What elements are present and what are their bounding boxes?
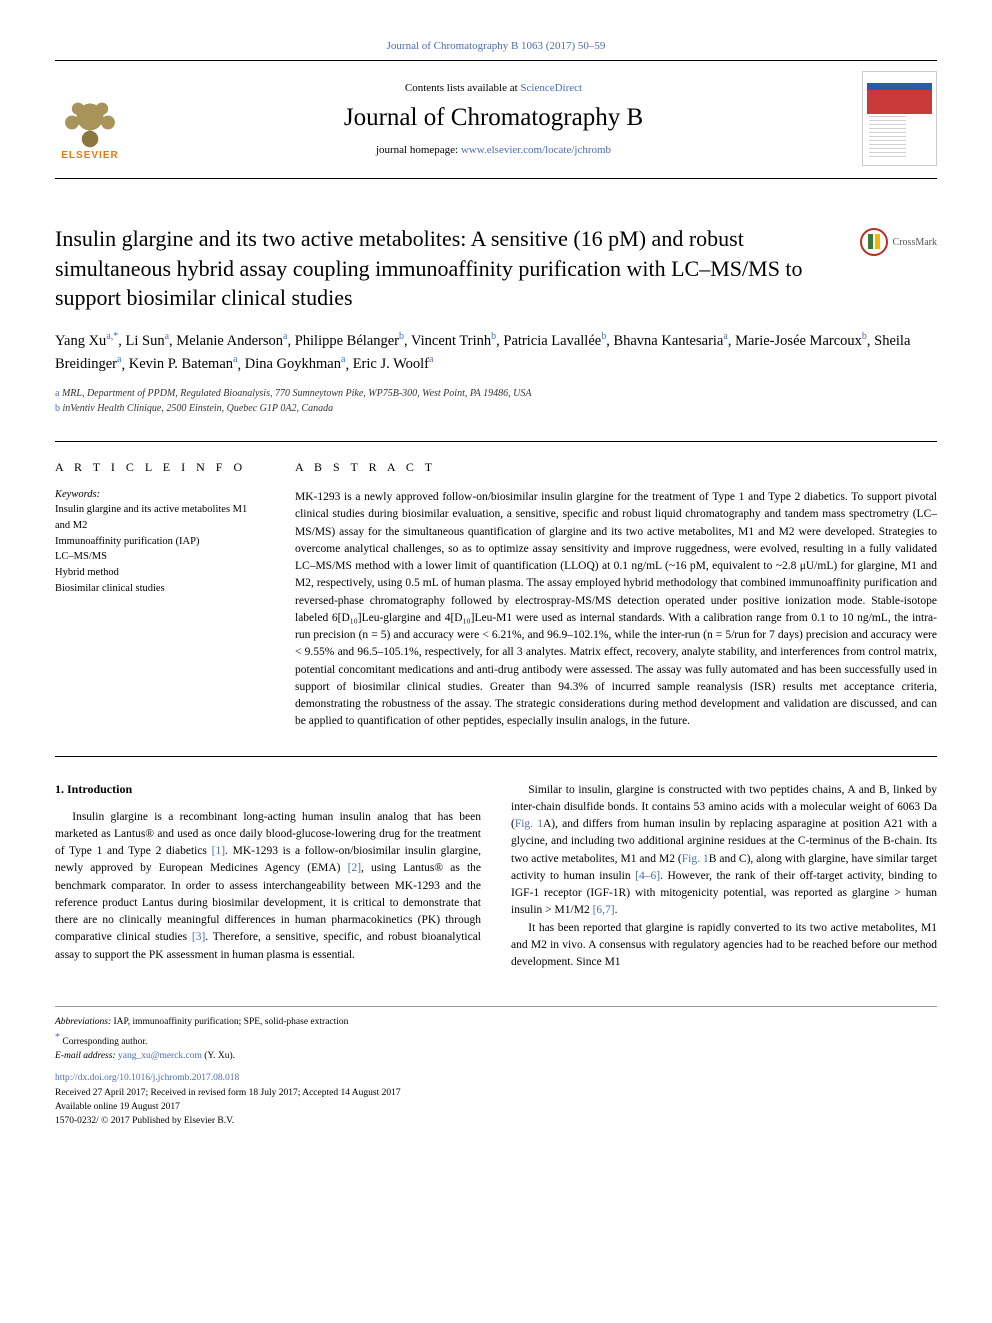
affiliation: b inVentiv Health Clinique, 2500 Einstei…: [55, 401, 937, 416]
author-affiliation-mark: a,*: [106, 331, 118, 342]
journal-reference: Journal of Chromatography B 1063 (2017) …: [55, 40, 937, 52]
email-suffix: (Y. Xu).: [202, 1051, 235, 1061]
homepage-link[interactable]: www.elsevier.com/locate/jchromb: [461, 144, 611, 156]
keyword: Hybrid method: [55, 565, 255, 581]
affiliations: a MRL, Department of PPDM, Regulated Bio…: [55, 386, 937, 416]
author-affiliation-mark: a: [429, 355, 433, 366]
body-paragraph: It has been reported that glargine is ra…: [511, 920, 937, 972]
section-heading-intro: 1. Introduction: [55, 782, 481, 797]
author: Eric J. Woolfa: [353, 356, 434, 372]
homepage-line: journal homepage: www.elsevier.com/locat…: [145, 144, 842, 156]
article-title: Insulin glargine and its two active meta…: [55, 224, 840, 313]
author: Dina Goykhmana: [245, 356, 346, 372]
author-affiliation-mark: a: [117, 355, 121, 366]
body-paragraph: Insulin glargine is a recombinant long-a…: [55, 809, 481, 964]
author-affiliation-mark: a: [283, 331, 287, 342]
author-affiliation-mark: a: [165, 331, 169, 342]
journal-name: Journal of Chromatography B: [145, 104, 842, 132]
corresponding-author-line: * Corresponding author.: [55, 1030, 937, 1049]
citation-link[interactable]: [6,7]: [593, 904, 615, 916]
article-body: 1. Introduction Insulin glargine is a re…: [55, 782, 937, 972]
abbrev-label: Abbreviations:: [55, 1017, 111, 1027]
journal-cover-thumbnail: [862, 71, 937, 166]
abbreviations-line: Abbreviations: IAP, immunoaffinity purif…: [55, 1015, 937, 1029]
article-info-heading: A R T I C L E I N F O: [55, 460, 255, 475]
homepage-prefix: journal homepage:: [376, 144, 461, 156]
citation-link[interactable]: [4–6]: [635, 870, 660, 882]
email-link[interactable]: yang_xu@merck.com: [118, 1051, 202, 1061]
crossmark-icon: [860, 228, 888, 256]
figure-link[interactable]: Fig. 1: [682, 853, 709, 865]
author: Bhavna Kantesariaa: [613, 333, 727, 349]
email-line: E-mail address: yang_xu@merck.com (Y. Xu…: [55, 1049, 937, 1063]
keyword: Biosimilar clinical studies: [55, 581, 255, 597]
abstract-heading: A B S T R A C T: [295, 460, 937, 475]
keyword: Insulin glargine and its active metaboli…: [55, 502, 255, 534]
author-affiliation-mark: a: [233, 355, 237, 366]
author-affiliation-mark: a: [723, 331, 727, 342]
author: Li Suna: [126, 333, 170, 349]
author-affiliation-mark: b: [491, 331, 496, 342]
contents-line: Contents lists available at ScienceDirec…: [145, 82, 842, 94]
crossmark-badge[interactable]: CrossMark: [860, 228, 937, 256]
body-paragraph: Similar to insulin, glargine is construc…: [511, 782, 937, 920]
keywords-list: Insulin glargine and its active metaboli…: [55, 502, 255, 597]
keyword: Immunoaffinity purification (IAP): [55, 534, 255, 550]
author-affiliation-mark: b: [601, 331, 606, 342]
abstract-text: MK-1293 is a newly approved follow-on/bi…: [295, 489, 937, 731]
citation-link[interactable]: [2]: [348, 862, 361, 874]
author: Yang Xua,*: [55, 333, 118, 349]
author-affiliation-mark: b: [862, 331, 867, 342]
received-line: Received 27 April 2017; Received in revi…: [55, 1086, 937, 1100]
corresponding-text: Corresponding author.: [60, 1037, 147, 1047]
affiliation-label: a: [55, 388, 59, 399]
article-info: A R T I C L E I N F O Keywords: Insulin …: [55, 460, 255, 731]
article-footer: Abbreviations: IAP, immunoaffinity purif…: [55, 1006, 937, 1128]
crossmark-label: CrossMark: [893, 237, 937, 248]
elsevier-label: ELSEVIER: [61, 150, 118, 161]
elsevier-tree-icon: [60, 95, 120, 150]
online-line: Available online 19 August 2017: [55, 1100, 937, 1114]
affiliation-label: b: [55, 403, 60, 414]
author: Patricia Lavalléeb: [503, 333, 606, 349]
elsevier-logo: ELSEVIER: [55, 76, 125, 161]
authors-list: Yang Xua,*, Li Suna, Melanie Andersona, …: [55, 329, 937, 376]
email-label: E-mail address:: [55, 1051, 118, 1061]
abstract: A B S T R A C T MK-1293 is a newly appro…: [295, 460, 937, 731]
author: Kevin P. Batemana: [129, 356, 238, 372]
copyright-line: 1570-0232/ © 2017 Published by Elsevier …: [55, 1114, 937, 1128]
journal-header: ELSEVIER Contents lists available at Sci…: [55, 60, 937, 179]
author-affiliation-mark: b: [399, 331, 404, 342]
author-affiliation-mark: a: [341, 355, 345, 366]
contents-prefix: Contents lists available at: [405, 82, 520, 94]
author: Melanie Andersona: [176, 333, 287, 349]
author: Marie-Josée Marcouxb: [735, 333, 867, 349]
author: Philippe Bélangerb: [295, 333, 404, 349]
citation-link[interactable]: [1]: [212, 845, 225, 857]
author: Vincent Trinhb: [411, 333, 496, 349]
sciencedirect-link[interactable]: ScienceDirect: [520, 82, 582, 94]
citation-link[interactable]: [3]: [192, 931, 205, 943]
figure-link[interactable]: Fig. 1: [515, 818, 543, 830]
affiliation: a MRL, Department of PPDM, Regulated Bio…: [55, 386, 937, 401]
doi-link[interactable]: http://dx.doi.org/10.1016/j.jchromb.2017…: [55, 1071, 937, 1085]
abbrev-text: IAP, immunoaffinity purification; SPE, s…: [111, 1017, 348, 1027]
keywords-label: Keywords:: [55, 489, 255, 500]
keyword: LC–MS/MS: [55, 549, 255, 565]
